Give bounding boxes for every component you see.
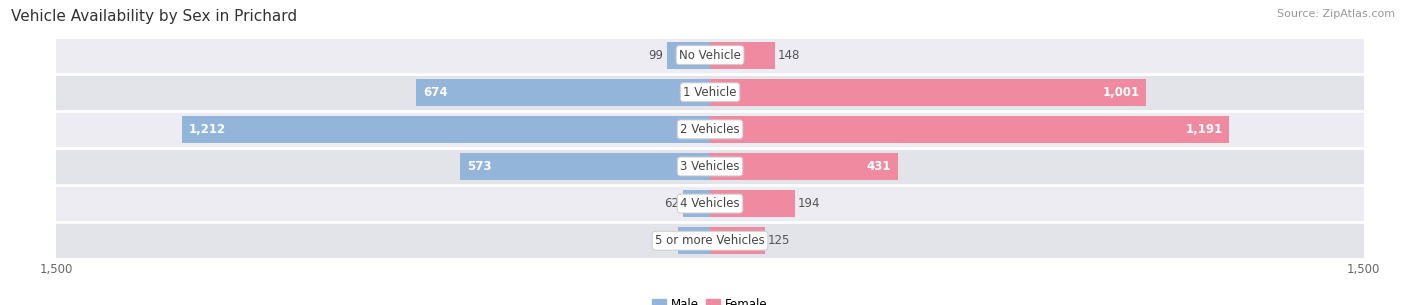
Bar — [56, 74, 1364, 111]
Text: Source: ZipAtlas.com: Source: ZipAtlas.com — [1277, 9, 1395, 19]
Text: 674: 674 — [423, 86, 447, 99]
Text: 4 Vehicles: 4 Vehicles — [681, 197, 740, 210]
Bar — [710, 116, 1229, 143]
Text: 1,001: 1,001 — [1102, 86, 1140, 99]
Text: 99: 99 — [648, 49, 664, 62]
Text: 1,212: 1,212 — [188, 123, 225, 136]
Text: 62: 62 — [665, 197, 679, 210]
Text: Vehicle Availability by Sex in Prichard: Vehicle Availability by Sex in Prichard — [11, 9, 298, 24]
Text: 148: 148 — [778, 49, 800, 62]
Text: 2 Vehicles: 2 Vehicles — [681, 123, 740, 136]
Text: 1 Vehicle: 1 Vehicle — [683, 86, 737, 99]
Bar — [56, 185, 1364, 222]
Text: 3 Vehicles: 3 Vehicles — [681, 160, 740, 173]
Bar — [678, 227, 710, 254]
Text: 1,191: 1,191 — [1185, 123, 1223, 136]
Bar — [56, 222, 1364, 259]
Bar — [710, 42, 775, 69]
Bar — [666, 42, 710, 69]
Text: 194: 194 — [799, 197, 821, 210]
Bar — [56, 37, 1364, 74]
Text: 573: 573 — [467, 160, 491, 173]
Bar — [710, 190, 794, 217]
Text: 125: 125 — [768, 234, 790, 247]
Bar — [460, 153, 710, 180]
Text: No Vehicle: No Vehicle — [679, 49, 741, 62]
Bar — [710, 153, 898, 180]
Legend: Male, Female: Male, Female — [648, 293, 772, 305]
Bar — [710, 79, 1146, 106]
Text: 5 or more Vehicles: 5 or more Vehicles — [655, 234, 765, 247]
Text: 74: 74 — [659, 234, 675, 247]
Bar — [56, 148, 1364, 185]
Bar — [181, 116, 710, 143]
Bar — [416, 79, 710, 106]
Text: 431: 431 — [868, 160, 891, 173]
Bar — [710, 227, 765, 254]
Bar — [56, 111, 1364, 148]
Bar — [683, 190, 710, 217]
